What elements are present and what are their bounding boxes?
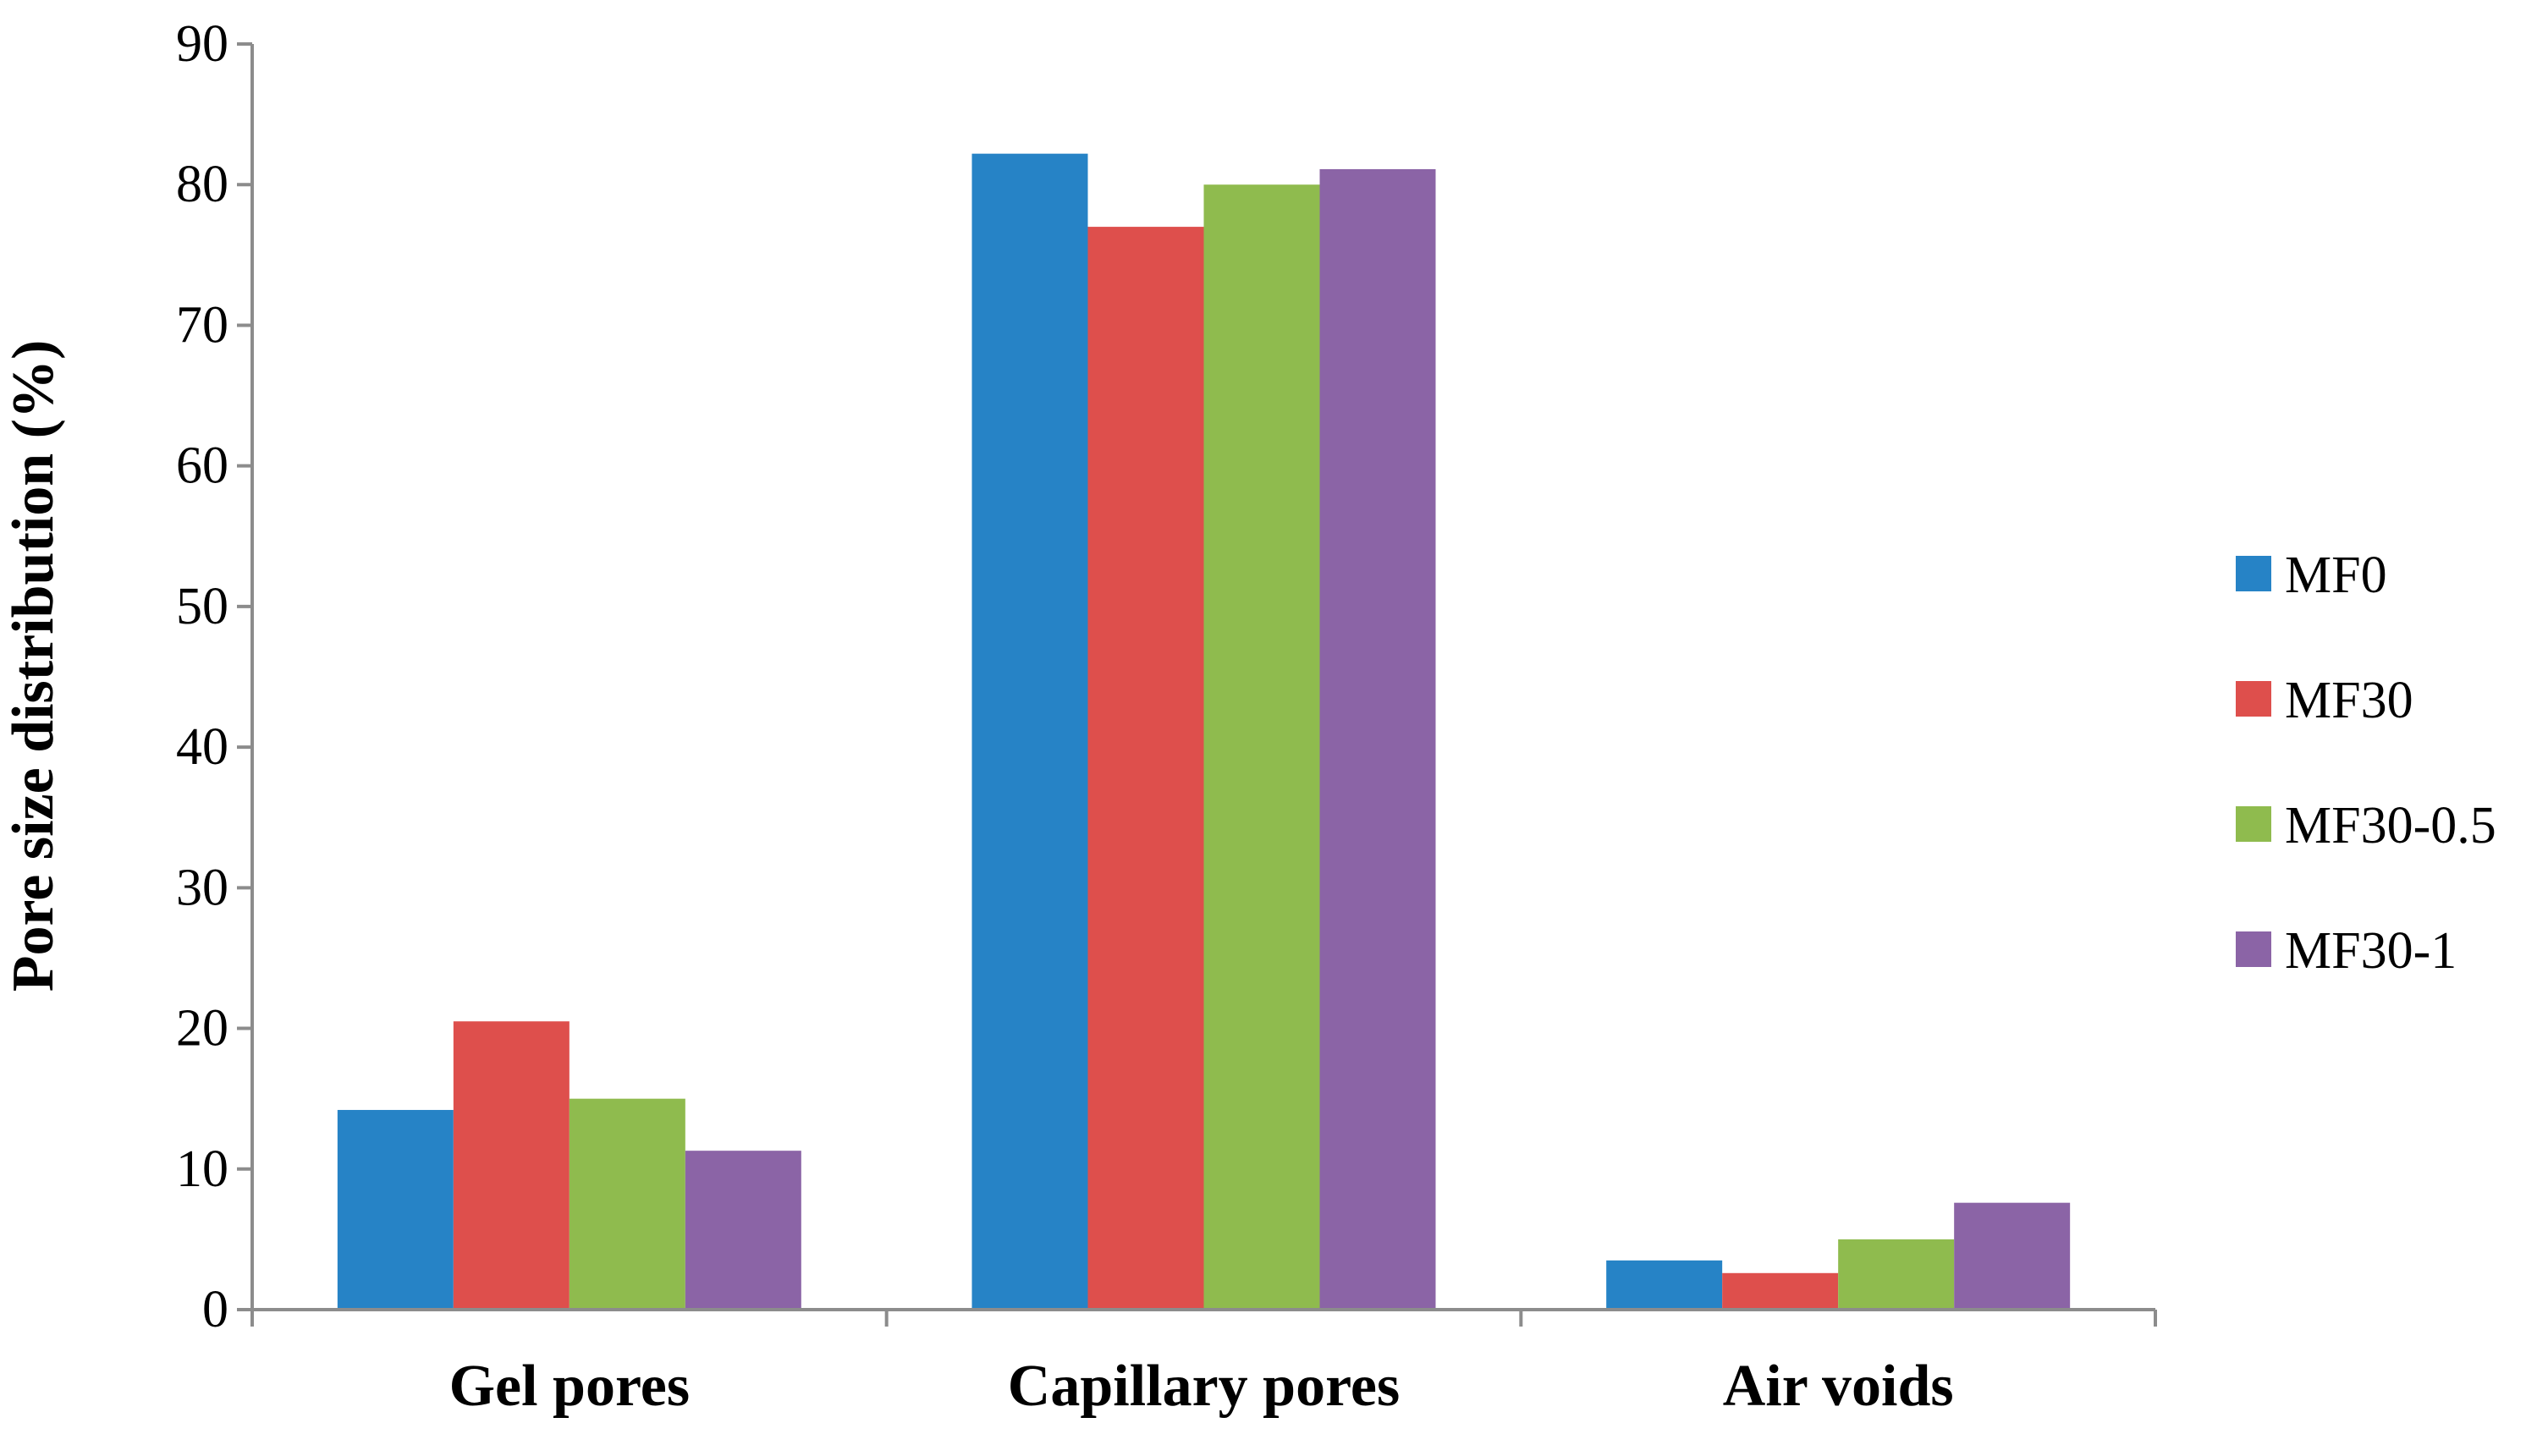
legend-swatch	[2236, 931, 2271, 967]
y-tick-labels: 0 10 20 30 40 50 60 70 80 90	[176, 15, 228, 1338]
y-axis-label: Pore size distribution (%)	[1, 340, 66, 992]
y-tick-label: 20	[176, 1000, 228, 1058]
legend-swatch	[2236, 806, 2271, 842]
y-tick-label: 40	[176, 718, 228, 776]
bars-group	[337, 153, 2071, 1310]
legend-swatch	[2236, 681, 2271, 717]
y-tick-label: 50	[176, 578, 228, 635]
legend-label: MF30-1	[2285, 922, 2457, 980]
legend-label: MF30	[2285, 672, 2413, 729]
x-tick-label: Air voids	[1723, 1354, 1954, 1419]
bar-mf30-2	[1722, 1272, 1839, 1310]
bar-mf30-1-0	[685, 1151, 801, 1310]
y-tick-label: 0	[202, 1281, 228, 1338]
x-tick-labels: Gel pores Capillary pores Air voids	[449, 1354, 1954, 1419]
y-tick-label: 80	[176, 156, 228, 213]
bar-mf0-1	[971, 153, 1088, 1310]
bar-mf30-1-1	[1319, 168, 1436, 1310]
x-tick-label: Gel pores	[449, 1354, 691, 1419]
bar-mf30-0	[453, 1021, 570, 1310]
axes-group	[237, 42, 2157, 1327]
y-tick-label: 10	[176, 1140, 228, 1198]
y-tick-label: 90	[176, 15, 228, 73]
bar-mf0-2	[1606, 1260, 1723, 1310]
legend-swatch	[2236, 556, 2271, 591]
bar-mf30-0.5-0	[569, 1098, 685, 1310]
y-tick-label: 30	[176, 859, 228, 916]
legend-label: MF30-0.5	[2285, 797, 2496, 854]
legend-label: MF0	[2285, 547, 2387, 604]
bar-mf30-0.5-1	[1203, 184, 1320, 1310]
bar-mf0-0	[337, 1109, 454, 1310]
bar-mf30-1-2	[1954, 1202, 2071, 1310]
legend: MF0 MF30 MF30-0.5 MF30-1	[2236, 547, 2496, 980]
y-tick-label: 60	[176, 437, 228, 495]
x-tick-label: Capillary pores	[1008, 1354, 1400, 1419]
bar-mf30-1	[1087, 227, 1204, 1310]
y-tick-label: 70	[176, 296, 228, 354]
bar-mf30-0.5-2	[1838, 1239, 1955, 1310]
